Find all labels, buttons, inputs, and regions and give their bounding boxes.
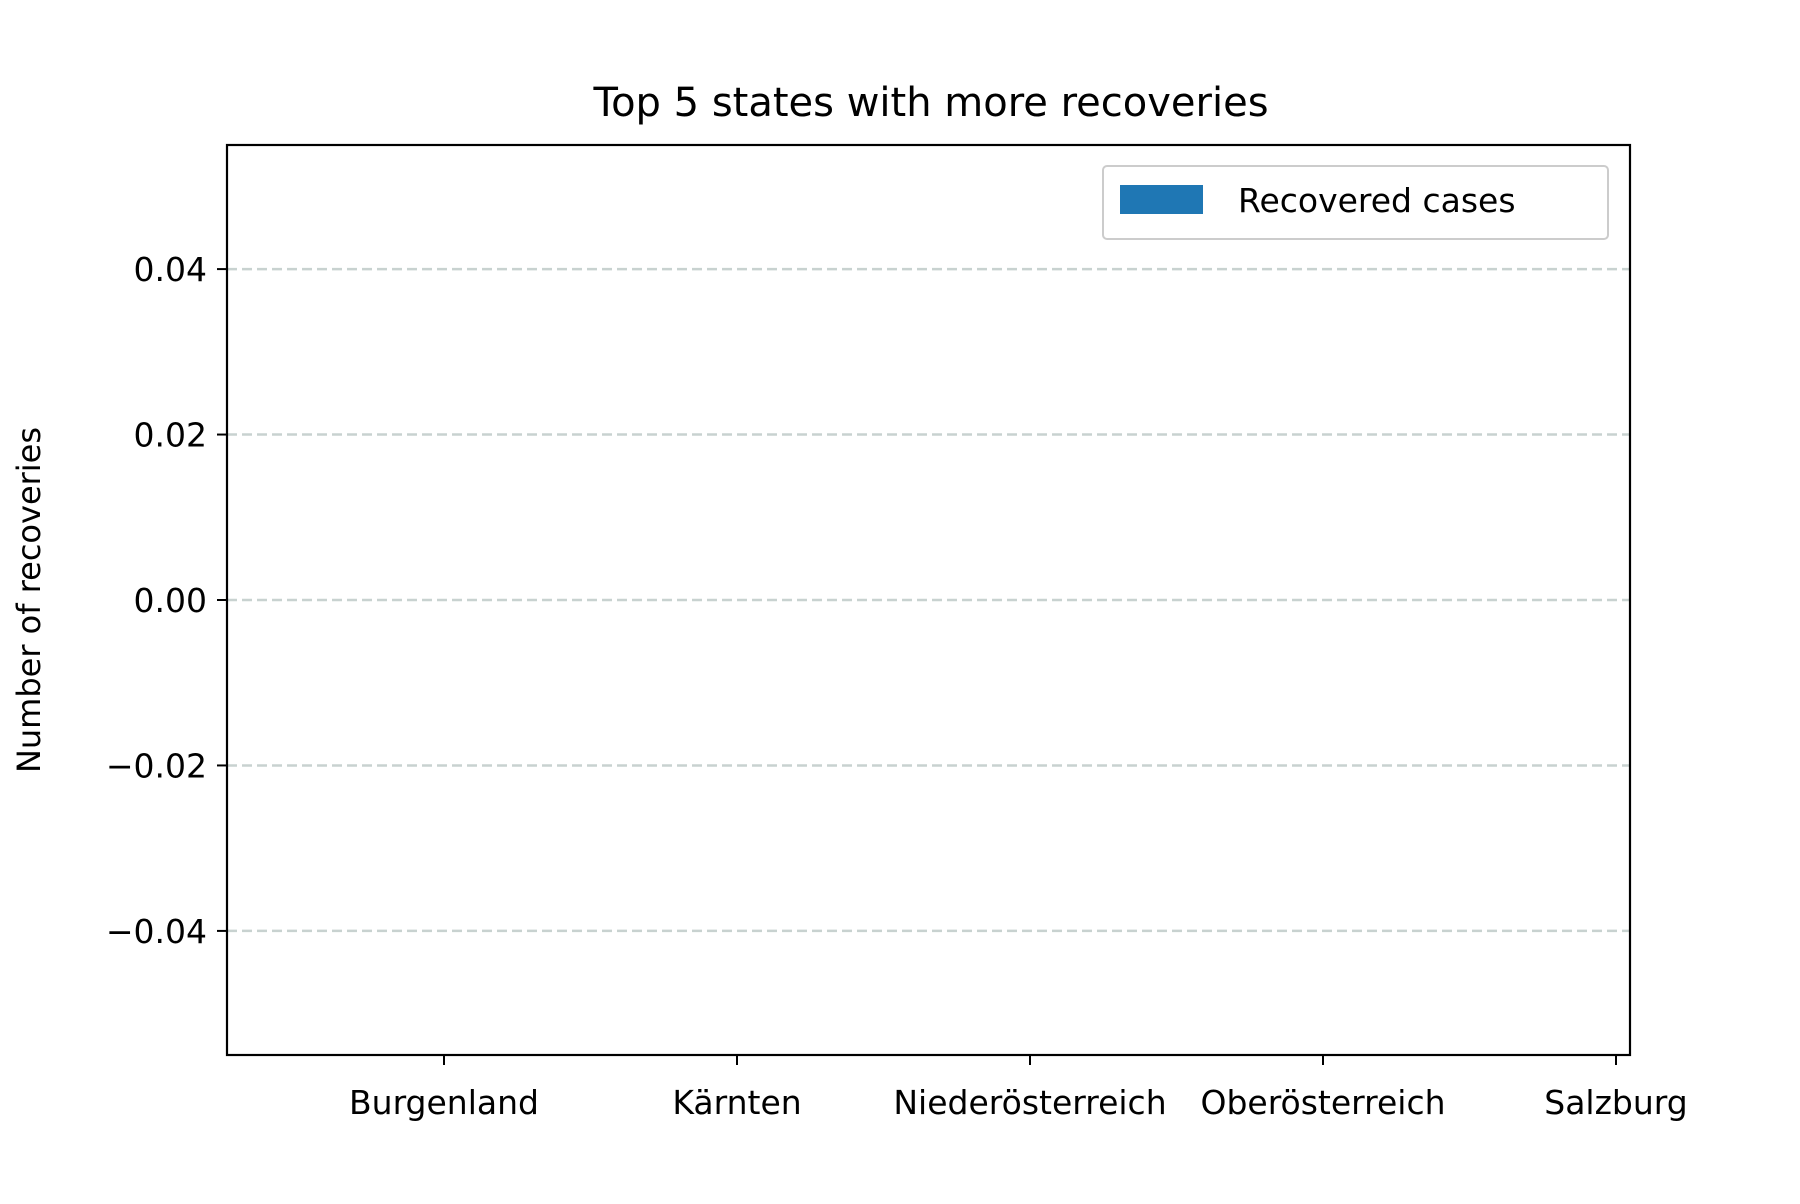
legend-swatch bbox=[1120, 185, 1203, 214]
plot-frame bbox=[225, 143, 1632, 1057]
chart-title: Top 5 states with more recoveries bbox=[592, 80, 1268, 126]
x-axis-ticks: Burgenland Kärnten Niederösterreich Oberöst… bbox=[349, 1055, 1688, 1122]
legend: Recovered cases bbox=[1102, 165, 1609, 240]
y-tick-label: 0.04 bbox=[134, 250, 207, 289]
x-tick-label: Oberösterreich bbox=[1200, 1083, 1445, 1122]
legend-label: Recovered cases bbox=[1238, 181, 1516, 220]
y-tick-label: 0.00 bbox=[134, 581, 207, 620]
x-tick-label: Salzburg bbox=[1544, 1083, 1687, 1122]
x-tick-label: Kärnten bbox=[672, 1083, 801, 1122]
y-axis-label: Number of recoveries bbox=[10, 427, 48, 773]
y-tick-label: −0.02 bbox=[106, 746, 207, 785]
y-tick-label: 0.02 bbox=[134, 416, 207, 455]
x-tick-label: Burgenland bbox=[349, 1083, 539, 1122]
y-axis-ticks: 0.04 0.02 0.00 −0.02 −0.04 bbox=[106, 250, 227, 951]
legend-box bbox=[1102, 165, 1609, 240]
gridlines bbox=[227, 267, 1630, 933]
x-tick-label: Niederösterreich bbox=[893, 1083, 1166, 1122]
y-tick-label: −0.04 bbox=[106, 912, 207, 951]
